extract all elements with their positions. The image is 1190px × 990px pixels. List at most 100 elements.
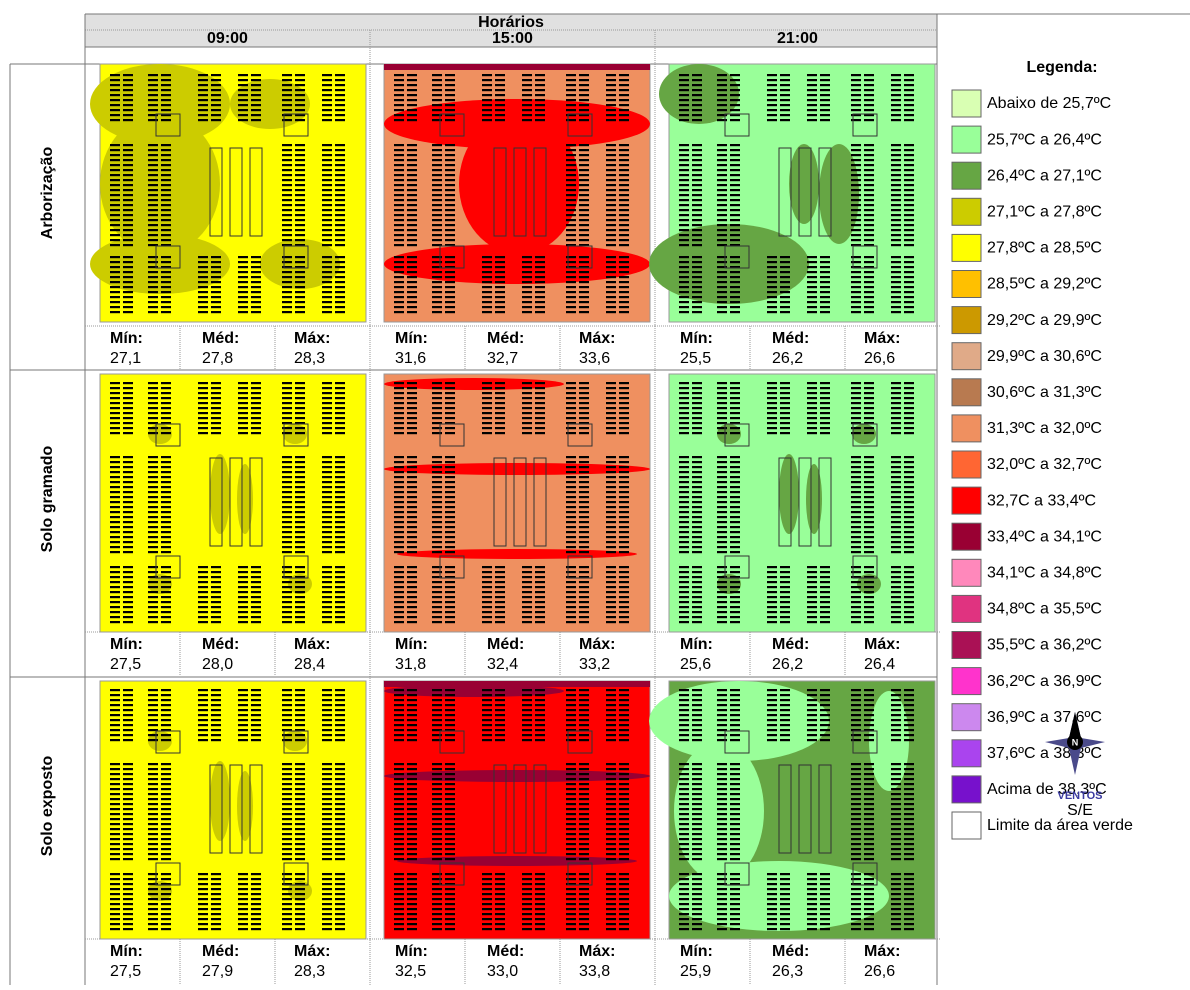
building <box>161 908 171 911</box>
building <box>619 763 629 766</box>
building <box>322 783 332 786</box>
building <box>717 798 727 801</box>
building <box>619 256 629 259</box>
building <box>692 818 702 821</box>
building <box>730 918 740 921</box>
building <box>679 768 689 771</box>
building <box>407 144 417 147</box>
building <box>807 616 817 619</box>
building <box>432 808 442 811</box>
building <box>820 596 830 599</box>
building <box>606 581 616 584</box>
green-area <box>155 862 181 886</box>
building <box>123 456 133 459</box>
building <box>864 541 874 544</box>
building <box>282 606 292 609</box>
building <box>904 818 914 821</box>
building <box>407 813 417 816</box>
building <box>161 783 171 786</box>
building <box>904 783 914 786</box>
building <box>445 422 455 425</box>
building <box>295 229 305 232</box>
building <box>322 908 332 911</box>
building <box>730 516 740 519</box>
building <box>566 119 576 122</box>
building <box>238 412 248 415</box>
building <box>495 74 505 77</box>
building <box>482 84 492 87</box>
building <box>566 883 576 886</box>
building <box>432 301 442 304</box>
building <box>282 94 292 97</box>
building <box>717 576 727 579</box>
building <box>619 179 629 182</box>
building <box>606 271 616 274</box>
building <box>679 913 689 916</box>
building <box>198 291 208 294</box>
building <box>123 768 133 771</box>
building <box>198 306 208 309</box>
building <box>482 392 492 395</box>
building <box>522 301 532 304</box>
building <box>394 119 404 122</box>
building <box>579 169 589 172</box>
building <box>579 793 589 796</box>
building <box>148 878 158 881</box>
building <box>482 417 492 420</box>
building <box>730 89 740 92</box>
heat-zone <box>288 574 312 594</box>
building <box>780 382 790 385</box>
building <box>282 739 292 742</box>
building <box>110 456 120 459</box>
building <box>891 271 901 274</box>
building <box>211 104 221 107</box>
building <box>198 74 208 77</box>
building <box>495 276 505 279</box>
building <box>780 694 790 697</box>
building <box>110 79 120 82</box>
building <box>717 104 727 107</box>
building <box>445 89 455 92</box>
building <box>679 773 689 776</box>
building <box>123 234 133 237</box>
building <box>110 306 120 309</box>
building <box>864 296 874 299</box>
building <box>394 808 404 811</box>
building <box>522 94 532 97</box>
legend-swatch <box>951 197 982 226</box>
building <box>432 783 442 786</box>
building <box>807 719 817 722</box>
building <box>864 114 874 117</box>
building <box>322 407 332 410</box>
building <box>322 601 332 604</box>
building <box>495 621 505 624</box>
building <box>692 311 702 314</box>
building <box>282 471 292 474</box>
building <box>110 783 120 786</box>
building <box>780 893 790 896</box>
building <box>445 566 455 569</box>
building <box>891 114 901 117</box>
building <box>211 566 221 569</box>
building <box>692 858 702 861</box>
building <box>619 74 629 77</box>
building <box>148 412 158 415</box>
building <box>322 798 332 801</box>
building <box>566 311 576 314</box>
building <box>692 159 702 162</box>
building <box>535 412 545 415</box>
building <box>495 724 505 727</box>
building <box>445 179 455 182</box>
building <box>730 179 740 182</box>
building <box>820 704 830 707</box>
building <box>535 611 545 614</box>
building <box>394 878 404 881</box>
map-base <box>99 680 367 940</box>
building <box>679 541 689 544</box>
building <box>123 204 133 207</box>
building <box>148 169 158 172</box>
building <box>251 387 261 390</box>
building <box>692 606 702 609</box>
building <box>123 281 133 284</box>
building <box>579 848 589 851</box>
